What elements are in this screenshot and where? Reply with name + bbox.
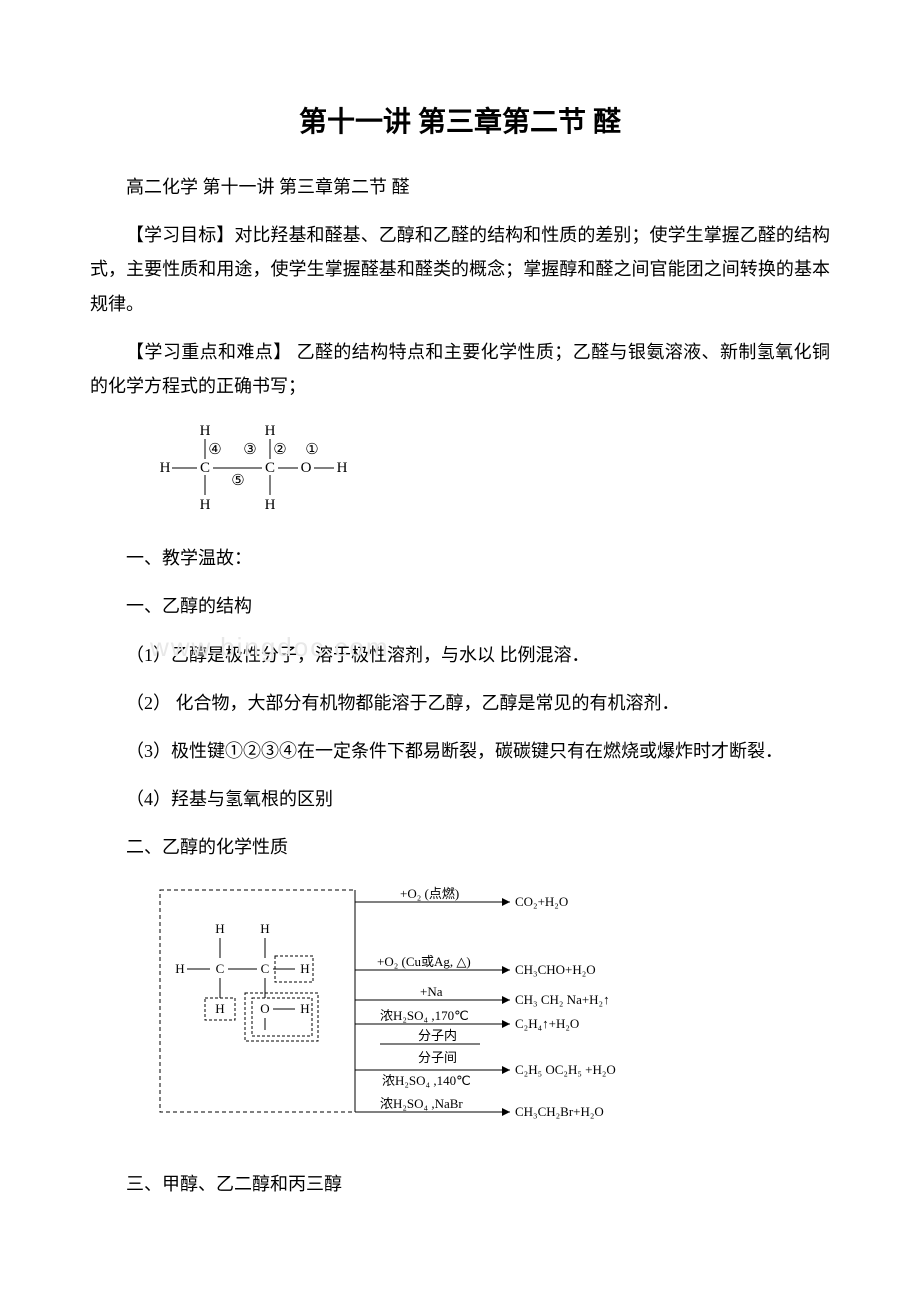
keypoints-label: 【学习重点和难点】 [126, 342, 297, 362]
reaction-condition: 浓H₂SO₄ ,NaBr [380, 1096, 463, 1111]
atom-o: O [260, 1001, 269, 1016]
atom-h: H [160, 460, 171, 476]
ethanol-reactions-diagram: H H H C C H H [150, 878, 830, 1153]
objectives: 【学习目标】对比羟基和醛基、乙醇和乙醛的结构和性质的差别；使学生掌握乙醛的结构式… [90, 218, 830, 321]
atom-h: H [200, 423, 211, 439]
circled-3: ③ [243, 442, 256, 458]
subsection-heading: 二、乙醇的化学性质 [90, 830, 830, 864]
subsection-heading: 三、甲醇、乙二醇和丙三醇 [90, 1167, 830, 1201]
atom-h: H [265, 497, 276, 513]
reaction-condition: +O₂ (Cu或Ag, △) [377, 954, 471, 969]
reaction-condition: 浓H₂SO₄ ,140℃ [382, 1073, 471, 1088]
circled-4: ④ [208, 442, 221, 458]
keypoints: 【学习重点和难点】 乙醛的结构特点和主要化学性质；乙醛与银氨溶液、新制氢氧化铜的… [90, 335, 830, 403]
reaction-product: CH₃ CH₂ Na+H₂↑ [515, 992, 610, 1007]
atom-h: H [215, 921, 224, 936]
atom-c: C [265, 460, 275, 476]
reaction-product: C₂H₄↑+H₂O [515, 1016, 579, 1031]
objectives-label: 【学习目标】 [126, 225, 234, 245]
reaction-label: 分子内 [418, 1028, 457, 1043]
reaction-label: 分子间 [418, 1050, 457, 1065]
atom-h: H [300, 961, 309, 976]
atom-c: C [200, 460, 210, 476]
atom-h: H [265, 423, 276, 439]
atom-h: H [200, 497, 211, 513]
atom-h: H [175, 961, 184, 976]
subsection-heading: 一、乙醇的结构 [90, 589, 830, 623]
circled-2: ② [273, 442, 286, 458]
atom-h: H [260, 921, 269, 936]
page-title: 第十一讲 第三章第二节 醛 [90, 100, 830, 140]
point-4: （4）羟基与氢氧根的区别 [90, 782, 830, 816]
atom-c: C [216, 961, 225, 976]
point-1: （1）乙醇是极性分子，溶于极性溶剂，与水以 比例混溶． [90, 638, 830, 672]
reaction-product: CH₃CH₂Br+H₂O [515, 1104, 604, 1119]
subtitle: 高二化学 第十一讲 第三章第二节 醛 [90, 170, 830, 204]
reaction-product: C₂H₅ OC₂H₅ +H₂O [515, 1062, 616, 1077]
circled-1: ① [305, 442, 318, 458]
atom-o: O [301, 460, 312, 476]
reaction-product: CO₂+H₂O [515, 894, 568, 909]
reaction-product: CH₃CHO+H₂O [515, 962, 596, 977]
reaction-condition: +O₂ (点燃) [400, 886, 459, 901]
ethanol-structure-diagram: H H ④ ③ ② ① H C ⑤ C O H [150, 417, 830, 527]
point-3: （3）极性键①②③④在一定条件下都易断裂，碳碳键只有在燃烧或爆炸时才断裂． [90, 734, 830, 768]
atom-c: C [261, 961, 270, 976]
point-2: （2） 化合物，大部分有机物都能溶于乙醇，乙醇是常见的有机溶剂． [90, 686, 830, 720]
reaction-condition: +Na [420, 984, 443, 999]
atom-h: H [337, 460, 348, 476]
section-heading: 一、教学温故： [90, 541, 830, 575]
circled-5: ⑤ [231, 473, 244, 489]
atom-h: H [215, 1001, 224, 1016]
atom-h: H [300, 1001, 309, 1016]
reaction-condition: 浓H₂SO₄ ,170℃ [380, 1008, 469, 1023]
